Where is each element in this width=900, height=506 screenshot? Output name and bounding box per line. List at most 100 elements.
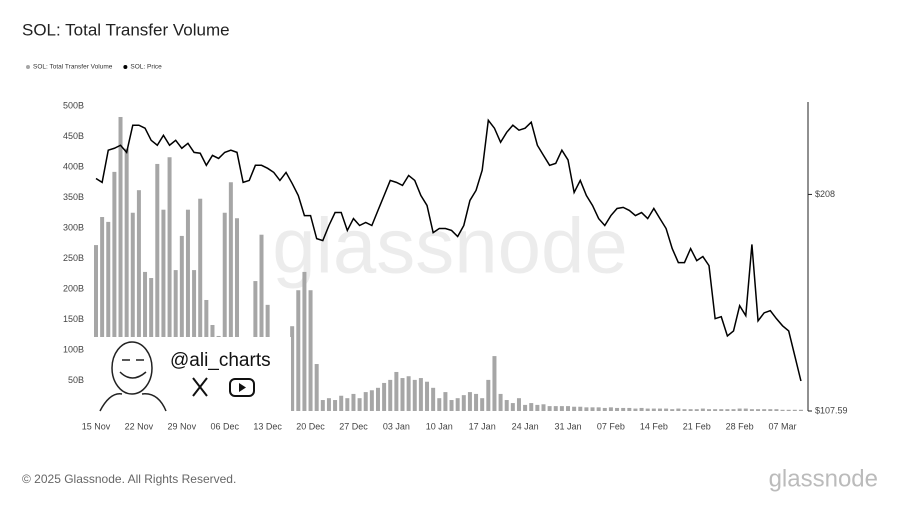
bar (713, 409, 718, 411)
bar (259, 234, 264, 411)
avatar-face (111, 341, 153, 395)
y-tick-label: 50B (68, 375, 84, 385)
bar (529, 403, 534, 411)
bar (707, 409, 711, 411)
bar (418, 378, 423, 411)
bar (106, 221, 111, 411)
bar (314, 364, 319, 411)
bar (234, 218, 239, 411)
bar (296, 290, 301, 411)
x-tick-label: 29 Nov (168, 421, 197, 431)
x-tick-label: 07 Mar (769, 421, 797, 431)
bar (786, 409, 791, 411)
avatar (99, 341, 167, 412)
bar (185, 209, 190, 411)
handle: @ali_charts (170, 350, 271, 371)
bar (566, 406, 571, 411)
bar (756, 409, 761, 411)
x-tick-label: 21 Feb (683, 421, 711, 431)
bar (198, 198, 203, 411)
bar (578, 406, 583, 411)
bar (357, 398, 362, 411)
bar (382, 382, 387, 411)
watermark: glassnode (272, 202, 628, 290)
y-tick-label: 100B (63, 344, 84, 354)
bar (394, 371, 399, 411)
bar (412, 379, 417, 411)
y-tick-label: 200B (63, 283, 84, 293)
bar (480, 398, 485, 411)
bar (136, 190, 141, 411)
chart-title: SOL: Total Transfer Volume (22, 20, 230, 39)
bar (762, 409, 767, 411)
bar (547, 406, 552, 411)
bar (664, 408, 669, 411)
x-tick-label: 20 Dec (296, 421, 325, 431)
y-tick-label: 400B (63, 161, 84, 171)
bar (792, 409, 797, 411)
x-tick-label: 06 Dec (210, 421, 239, 431)
x-tick-label: 13 Dec (253, 421, 282, 431)
bar (553, 406, 558, 411)
bar (498, 393, 503, 411)
bar (584, 407, 589, 411)
bar (363, 392, 368, 411)
price-line (95, 118, 802, 382)
x-tick-label: 10 Jan (426, 421, 453, 431)
bar (627, 407, 632, 411)
bar (516, 398, 521, 411)
bar (167, 157, 172, 411)
bar (431, 387, 436, 411)
bar (602, 407, 607, 411)
bar (645, 408, 650, 411)
bar (621, 407, 626, 411)
bar (615, 407, 620, 411)
bar (320, 400, 325, 411)
avatar-lines (99, 359, 167, 412)
bar (694, 409, 699, 411)
bar (700, 408, 705, 411)
bar (749, 409, 754, 411)
y2-tick-label: $208 (815, 189, 835, 199)
x-icon (192, 377, 208, 397)
bar (222, 212, 227, 411)
footer-logo: glassnode (769, 465, 878, 492)
x-tick-label: 14 Feb (640, 421, 668, 431)
bar (731, 409, 736, 411)
bar (161, 209, 166, 411)
bar (719, 409, 724, 411)
bar (486, 379, 491, 411)
bar (437, 398, 442, 411)
bar (737, 408, 742, 411)
y-tick-label: 500B (63, 100, 84, 110)
bar (112, 171, 117, 411)
x-tick-label: 31 Jan (554, 421, 581, 431)
bar (449, 400, 454, 411)
bar (228, 182, 233, 411)
bar (682, 409, 687, 411)
bar (688, 409, 693, 411)
bar (179, 235, 184, 411)
bar (774, 409, 779, 411)
bar (369, 390, 374, 411)
x-tick-label: 15 Nov (82, 421, 111, 431)
bar (345, 398, 350, 411)
bar (124, 148, 129, 411)
x-tick-label: 22 Nov (125, 421, 154, 431)
bar (676, 408, 681, 411)
bar (94, 245, 98, 411)
bar (400, 378, 405, 411)
x-tick-label: 17 Jan (469, 421, 496, 431)
youtube-icon (229, 378, 255, 397)
bar (510, 403, 515, 411)
bar (455, 398, 460, 411)
avatar-overlay: @ali_charts (93, 337, 291, 413)
bar (657, 408, 662, 411)
bar (523, 404, 528, 411)
bar (608, 407, 613, 411)
bar (308, 290, 313, 411)
bar (590, 407, 595, 411)
y-tick-label: 300B (63, 222, 84, 232)
x-tick-label: 28 Feb (726, 421, 754, 431)
